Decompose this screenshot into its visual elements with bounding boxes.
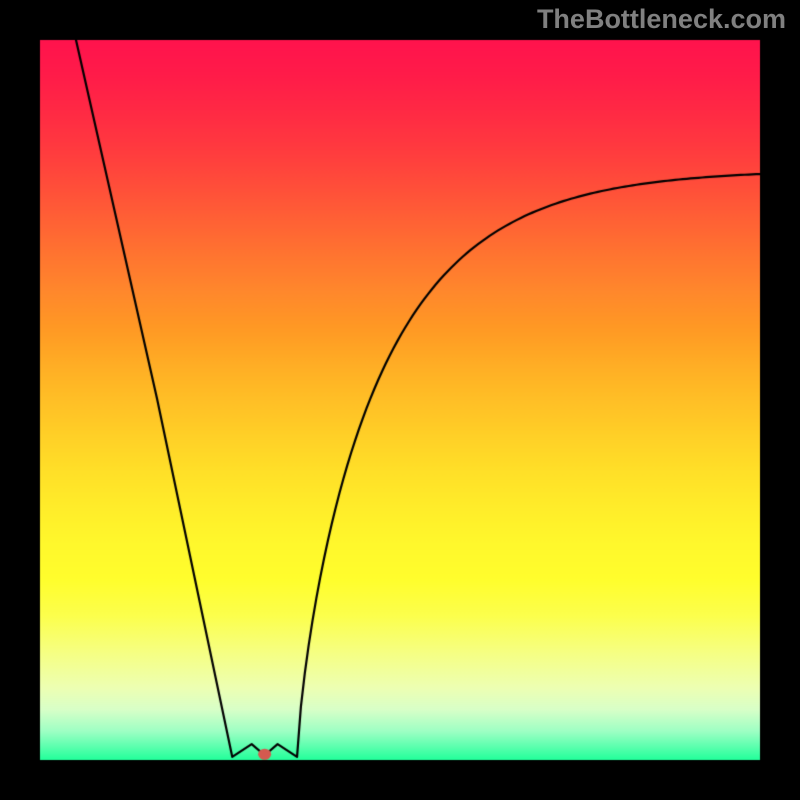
gradient-chart-canvas (0, 0, 800, 800)
chart-container: { "watermark": { "text": "TheBottleneck.… (0, 0, 800, 800)
watermark-text: TheBottleneck.com (537, 4, 786, 35)
